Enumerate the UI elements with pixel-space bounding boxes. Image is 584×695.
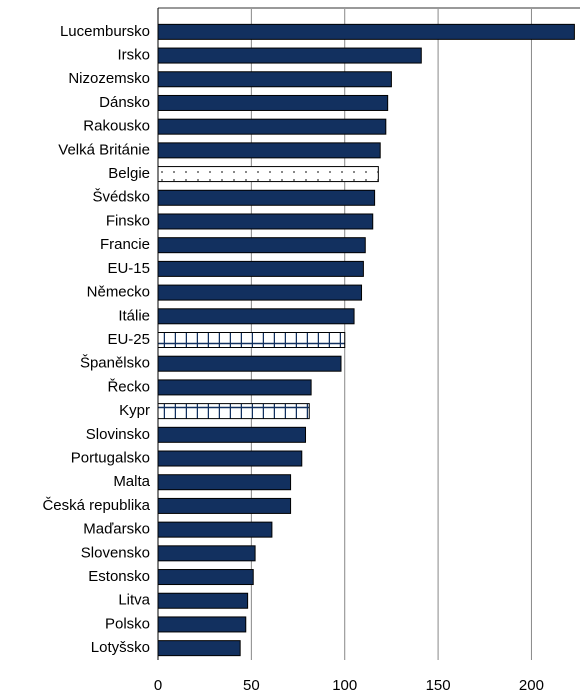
y-tick-label: Nizozemsko: [68, 70, 150, 87]
y-tick-label: Belgie: [108, 165, 150, 182]
x-tick-label: 0: [154, 677, 162, 694]
y-tick-label: Maďarsko: [83, 521, 150, 538]
bar: [157, 189, 376, 206]
bar: [157, 474, 292, 491]
y-tick-label: Rakousko: [83, 118, 150, 135]
x-tick-label: 100: [332, 677, 357, 694]
y-tick-label: EU-15: [107, 260, 150, 277]
y-tick-label: Francie: [100, 236, 150, 253]
bar: [157, 569, 254, 586]
bar: [157, 521, 273, 538]
bar: [157, 47, 422, 64]
y-tick-label: Estonsko: [88, 568, 150, 585]
bar: [157, 237, 366, 254]
x-tick-label: 50: [243, 677, 260, 694]
bar: [157, 118, 387, 135]
bar: [157, 545, 256, 562]
bar: [157, 426, 307, 443]
bar: [157, 640, 241, 657]
y-tick-label: Lucembursko: [60, 23, 150, 40]
y-tick-label: Finsko: [106, 212, 150, 229]
x-tick-label: 200: [519, 677, 544, 694]
bar: [157, 355, 342, 372]
bar: [157, 142, 381, 159]
y-tick-label: Německo: [87, 284, 150, 301]
y-tick-label: Slovinsko: [86, 426, 150, 443]
bar: [157, 616, 247, 633]
y-tick-label: Portugalsko: [71, 449, 150, 466]
y-tick-label: Irsko: [117, 47, 150, 64]
bar: [157, 332, 346, 348]
bar: [157, 450, 303, 467]
y-tick-label: Polsko: [105, 615, 150, 632]
x-tick-label: 150: [426, 677, 451, 694]
bar: [157, 403, 310, 420]
bar: [157, 284, 363, 301]
y-tick-label: EU-25: [107, 331, 150, 348]
y-tick-label: Malta: [113, 473, 150, 490]
y-tick-label: Itálie: [118, 307, 150, 324]
y-tick-label: Řecko: [107, 378, 150, 395]
bar: [157, 260, 364, 277]
bar: [157, 166, 379, 183]
bar: [157, 23, 575, 40]
y-tick-label: Kypr: [119, 402, 150, 419]
y-tick-label: Španělsko: [80, 355, 150, 372]
bar: [157, 497, 292, 514]
y-tick-label: Lotyšsko: [91, 639, 150, 656]
bar: [157, 213, 374, 230]
bar: [157, 308, 355, 325]
bar: [157, 71, 392, 88]
bar: [157, 379, 312, 396]
bar: [157, 592, 249, 609]
bar: [157, 94, 389, 111]
y-tick-label: Velká Británie: [58, 141, 150, 158]
y-tick-label: Litva: [118, 592, 150, 609]
y-tick-label: Česká republika: [42, 497, 150, 514]
y-tick-label: Švédsko: [92, 189, 150, 206]
y-tick-label: Dánsko: [99, 94, 150, 111]
y-tick-label: Slovensko: [81, 544, 150, 561]
